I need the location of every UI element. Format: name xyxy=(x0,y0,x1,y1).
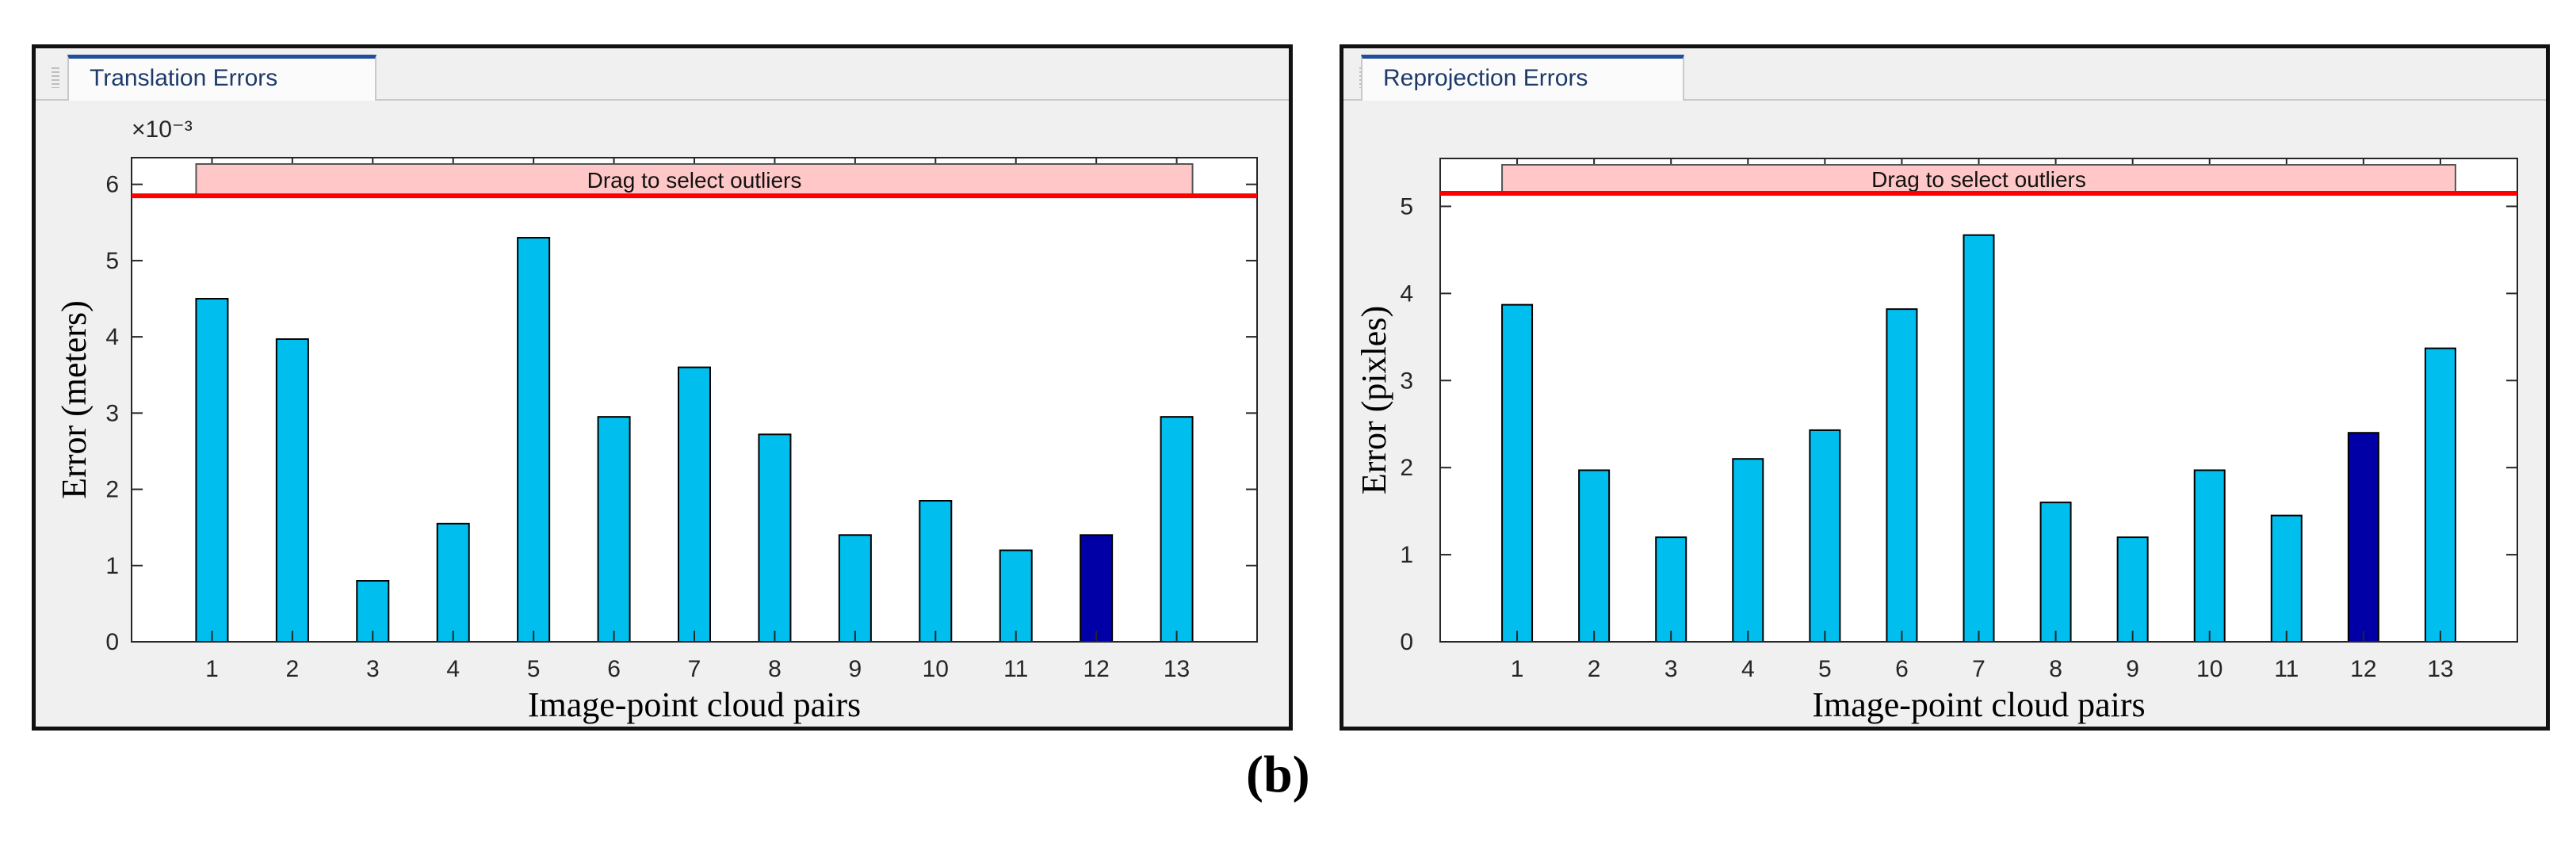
y-tick-label: 4 xyxy=(1400,280,1413,307)
x-tick-label: 2 xyxy=(1588,656,1601,682)
bar xyxy=(517,237,551,643)
bar xyxy=(758,433,792,643)
bar xyxy=(195,298,229,643)
x-tick-label: 2 xyxy=(286,656,300,682)
x-tick-label: 6 xyxy=(607,656,621,682)
x-axis-label: Image-point cloud pairs xyxy=(528,685,861,724)
x-tick-label: 8 xyxy=(2049,656,2062,682)
tab-reprojection-errors[interactable]: Reprojection Errors xyxy=(1361,55,1684,101)
x-tick-label: 5 xyxy=(1818,656,1832,682)
y-axis-label: Error (pixles) xyxy=(1355,306,1393,494)
x-tick-label: 3 xyxy=(1664,656,1678,682)
x-tick-label: 13 xyxy=(2427,656,2453,682)
bar xyxy=(1655,536,1687,643)
bar xyxy=(2193,469,2226,643)
tab-strip-divider xyxy=(36,99,1289,101)
bar xyxy=(436,522,470,643)
y-tick-label: 2 xyxy=(1400,455,1413,481)
x-tick-label: 6 xyxy=(1895,656,1909,682)
y-tick-label: 6 xyxy=(105,172,119,198)
bar xyxy=(1886,308,1918,643)
bar xyxy=(1501,303,1534,643)
tab-strip-divider xyxy=(1343,99,2546,101)
outlier-select-band[interactable] xyxy=(195,163,1194,197)
x-tick-label: 3 xyxy=(366,656,380,682)
figure-caption: (b) xyxy=(1246,746,1310,803)
outlier-band-label: Drag to select outliers xyxy=(587,168,802,193)
y-axis-label: Error (meters) xyxy=(55,300,94,498)
y-tick-label: 2 xyxy=(105,477,119,503)
y-tick-label: 1 xyxy=(105,553,119,579)
x-tick-label: 11 xyxy=(2274,656,2299,682)
bar xyxy=(2424,347,2456,643)
bar xyxy=(275,338,309,643)
y-tick-label: 4 xyxy=(105,324,119,350)
bar xyxy=(1160,416,1194,643)
x-tick-label: 12 xyxy=(2350,656,2376,682)
bar xyxy=(1578,469,1611,643)
x-axis-label: Image-point cloud pairs xyxy=(1812,685,2145,724)
x-tick-label: 9 xyxy=(849,656,862,682)
bar xyxy=(2116,536,2149,643)
panel-grip-icon[interactable] xyxy=(52,67,59,88)
y-tick-label: 0 xyxy=(1400,629,1413,655)
bar xyxy=(2039,502,2072,643)
x-tick-label: 4 xyxy=(1741,656,1755,682)
x-tick-label: 11 xyxy=(1003,656,1028,682)
x-tick-label: 5 xyxy=(527,656,541,682)
x-tick-label: 4 xyxy=(446,656,460,682)
y-tick-label: 3 xyxy=(105,400,119,426)
axis-exponent-label: ×10⁻³ xyxy=(132,116,193,143)
bar-selected xyxy=(2347,432,2379,643)
y-tick-label: 0 xyxy=(105,629,119,655)
y-tick-label: 3 xyxy=(1400,368,1413,394)
bar xyxy=(1809,429,1841,643)
bar xyxy=(2270,514,2303,643)
x-tick-label: 1 xyxy=(1511,656,1524,682)
x-tick-label: 12 xyxy=(1083,656,1109,682)
bar xyxy=(1732,458,1764,643)
x-tick-label: 13 xyxy=(1164,656,1190,682)
y-tick-label: 5 xyxy=(1400,193,1413,219)
x-tick-label: 7 xyxy=(1972,656,1986,682)
bar xyxy=(678,366,711,643)
x-tick-label: 10 xyxy=(923,656,949,682)
x-tick-label: 10 xyxy=(2196,656,2222,682)
bar xyxy=(838,534,872,643)
x-tick-label: 8 xyxy=(768,656,782,682)
x-tick-label: 9 xyxy=(2126,656,2139,682)
y-tick-label: 1 xyxy=(1400,542,1413,568)
outlier-band-label: Drag to select outliers xyxy=(1871,167,2086,192)
bar xyxy=(597,416,631,643)
y-tick-label: 5 xyxy=(105,248,119,274)
bar-selected xyxy=(1080,534,1114,643)
x-tick-label: 7 xyxy=(688,656,701,682)
bar xyxy=(1963,234,1995,643)
x-tick-label: 1 xyxy=(205,656,219,682)
tab-translation-errors[interactable]: Translation Errors xyxy=(67,55,376,101)
